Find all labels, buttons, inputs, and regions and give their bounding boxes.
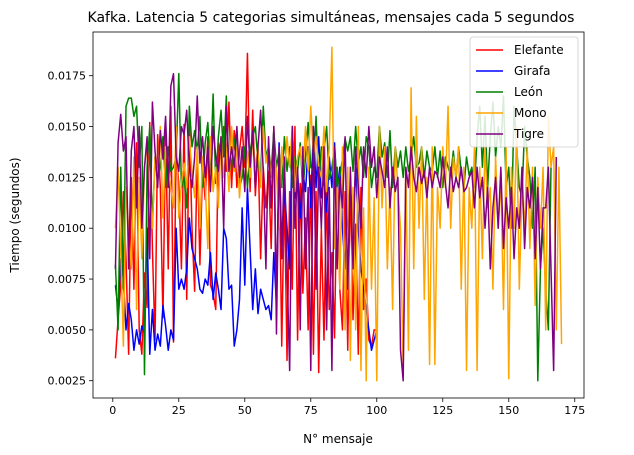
legend: Elefante Girafa León Mono Tigre <box>469 36 579 148</box>
legend-label-león: León <box>514 85 543 99</box>
y-tick-label: 0.0125 <box>48 171 87 184</box>
legend-label-tigre: Tigre <box>513 127 544 141</box>
x-tick-label: 0 <box>109 404 116 417</box>
x-tick-label: 125 <box>432 404 453 417</box>
x-tick-label: 175 <box>564 404 585 417</box>
x-tick-label: 75 <box>304 404 318 417</box>
x-tick-label: 150 <box>498 404 519 417</box>
y-tick-label: 0.0075 <box>48 273 87 286</box>
y-tick-label: 0.0150 <box>48 121 87 134</box>
y-tick-label: 0.0025 <box>48 375 87 388</box>
plot-frame <box>92 31 585 399</box>
y-tick-label: 0.0050 <box>48 324 87 337</box>
chart-title: Kafka. Latencia 5 categorias simultáneas… <box>88 10 575 26</box>
legend-box <box>469 36 579 148</box>
x-tick-label: 100 <box>366 404 387 417</box>
y-axis: 0.0025 0.0050 0.0075 0.0100 0.0125 0.0150 0.01… <box>48 70 93 388</box>
y-tick-label: 0.0100 <box>48 222 87 235</box>
x-axis-label: N° mensaje <box>303 432 373 446</box>
x-tick-label: 25 <box>172 404 186 417</box>
legend-label-girafa: Girafa <box>514 64 551 78</box>
y-tick-label: 0.0175 <box>48 70 87 83</box>
series-line-tigre <box>114 72 558 382</box>
legend-label-mono: Mono <box>514 106 547 120</box>
x-tick-label: 50 <box>238 404 252 417</box>
legend-label-elefante: Elefante <box>514 43 564 57</box>
y-axis-label: Tiempo (segundos) <box>8 157 22 273</box>
x-axis: 0 25 50 75 100 125 150 175 <box>109 398 585 417</box>
